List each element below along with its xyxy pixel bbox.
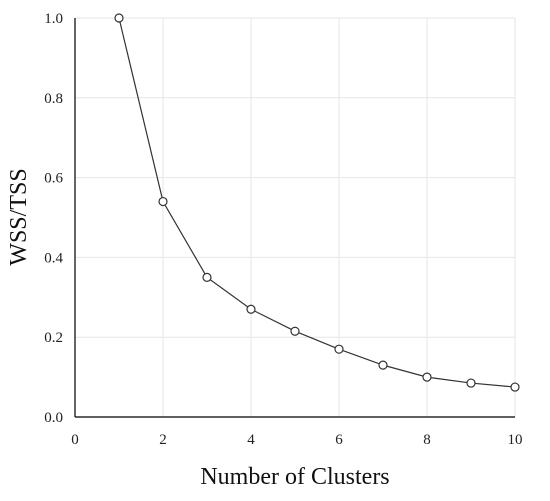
grid bbox=[75, 17, 516, 417]
x-tick-label: 4 bbox=[247, 432, 255, 448]
y-axis-title: WSS/TSS bbox=[6, 168, 32, 265]
y-tick-label: 0.2 bbox=[44, 330, 63, 346]
series-line bbox=[118, 17, 516, 388]
y-tick-labels: 0.0 0.2 0.4 0.6 0.8 1.0 bbox=[44, 11, 63, 426]
y-tick-label: 0.0 bbox=[44, 410, 63, 426]
x-tick-labels: 0 2 4 6 8 10 bbox=[71, 432, 522, 448]
data-point bbox=[246, 304, 256, 314]
data-point bbox=[114, 13, 124, 23]
data-point bbox=[334, 344, 344, 354]
y-tick-label: 1.0 bbox=[44, 11, 63, 27]
data-point bbox=[202, 272, 212, 282]
data-point bbox=[510, 382, 520, 392]
x-tick-label: 2 bbox=[159, 432, 167, 448]
axes bbox=[74, 18, 515, 418]
x-tick-label: 0 bbox=[71, 432, 79, 448]
data-point bbox=[158, 196, 168, 207]
x-tick-label: 10 bbox=[508, 432, 523, 448]
data-point bbox=[378, 360, 388, 370]
y-tick-label: 0.8 bbox=[44, 91, 63, 107]
y-tick-label: 0.6 bbox=[44, 171, 63, 187]
x-axis-title: Number of Clusters bbox=[200, 464, 389, 490]
data-point bbox=[466, 378, 476, 388]
y-tick-label: 0.4 bbox=[44, 250, 63, 266]
data-point bbox=[422, 372, 432, 382]
series bbox=[114, 13, 520, 392]
x-tick-label: 6 bbox=[335, 432, 343, 448]
x-tick-label: 8 bbox=[423, 432, 431, 448]
data-point bbox=[290, 326, 300, 336]
